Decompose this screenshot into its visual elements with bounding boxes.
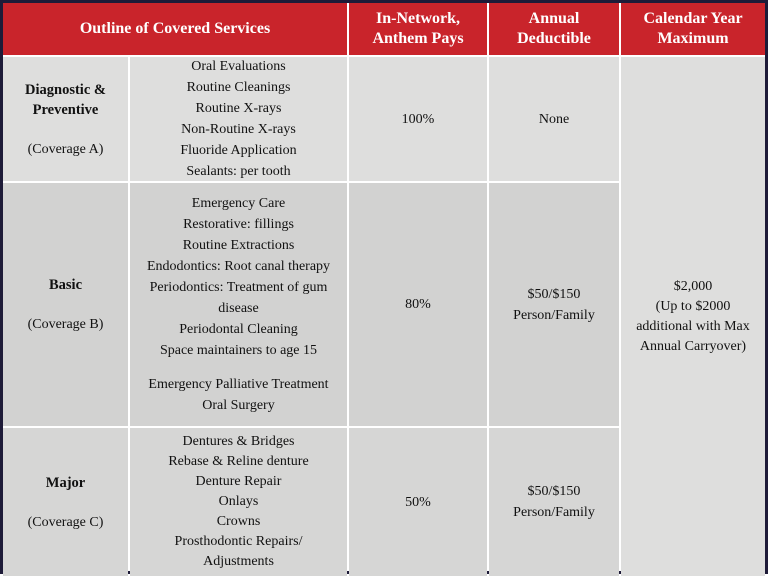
coverage-label: (Coverage A) xyxy=(27,141,104,157)
deductible-value-diagnostic: None xyxy=(489,57,619,181)
service-item: Dentures & Bridges xyxy=(182,434,295,449)
service-item: Crowns xyxy=(216,514,261,529)
service-item: Emergency Palliative Treatment xyxy=(148,377,329,392)
deductible-value: None xyxy=(538,111,570,127)
service-item: Oral Evaluations xyxy=(191,59,286,74)
category-cell-basic: Basic (Coverage B) xyxy=(3,183,128,426)
header-outline-of-covered-services: Outline of Covered Services xyxy=(3,3,347,55)
deductible-value-major: $50/$150 Person/Family xyxy=(489,428,619,576)
deductible-value: $50/$150 Person/Family xyxy=(513,286,595,323)
service-item: Sealants: per tooth xyxy=(186,164,291,179)
service-item: Rebase & Reline denture xyxy=(168,454,309,469)
service-item: Routine X-rays xyxy=(195,101,282,116)
service-item: Periodontal Cleaning xyxy=(179,322,298,337)
calendar-year-maximum-cell: $2,000 (Up to $2000 additional with Max … xyxy=(621,57,765,576)
service-item: Endodontics: Root canal therapy xyxy=(146,259,331,274)
service-item: Oral Surgery xyxy=(202,398,275,413)
calendar-max-note: (Up to $2000 additional with Max Annual … xyxy=(636,298,750,354)
in-network-value-major: 50% xyxy=(349,428,487,576)
in-network-value-diagnostic: 100% xyxy=(349,57,487,181)
category-cell-diagnostic-preventive: Diagnostic & Preventive (Coverage A) xyxy=(3,57,128,181)
services-list-basic: Emergency Care Restorative: fillings Routi… xyxy=(130,183,347,426)
service-item: Emergency Care xyxy=(191,196,286,211)
services-list-diagnostic: Oral Evaluations Routine Cleanings Routine… xyxy=(130,57,347,181)
service-item: Periodontics: Treatment of gum disease xyxy=(149,280,328,316)
coverage-label: (Coverage C) xyxy=(27,514,104,530)
service-item: Prosthodontic Repairs/ Adjustments xyxy=(174,534,303,569)
coverage-label: (Coverage B) xyxy=(27,317,104,332)
service-item: Routine Extractions xyxy=(182,238,295,253)
percent-value: 100% xyxy=(401,111,435,127)
service-item: Non-Routine X-rays xyxy=(181,122,296,137)
category-name: Diagnostic & Preventive xyxy=(25,81,106,118)
service-item: Space maintainers to age 15 xyxy=(159,343,318,358)
service-item: Fluoride Application xyxy=(180,143,297,158)
service-item: Routine Cleanings xyxy=(186,80,291,95)
category-name: Basic xyxy=(48,277,83,293)
header-calendar-year-maximum: Calendar Year Maximum xyxy=(621,3,765,55)
header-in-network-anthem-pays: In-Network, Anthem Pays xyxy=(349,3,487,55)
deductible-value-basic: $50/$150 Person/Family xyxy=(489,183,619,426)
percent-value: 80% xyxy=(405,297,431,312)
service-item: Restorative: fillings xyxy=(183,217,294,232)
percent-value: 50% xyxy=(405,494,431,510)
deductible-value: $50/$150 Person/Family xyxy=(513,484,595,520)
service-item: Denture Repair xyxy=(195,474,282,489)
calendar-max-amount: $2,000 xyxy=(673,278,713,294)
in-network-value-basic: 80% xyxy=(349,183,487,426)
header-annual-deductible: Annual Deductible xyxy=(489,3,619,55)
services-list-major: Dentures & Bridges Rebase & Reline dentur… xyxy=(130,428,347,576)
category-cell-major: Major (Coverage C) xyxy=(3,428,128,576)
category-name: Major xyxy=(45,474,86,491)
service-item: Onlays xyxy=(218,494,259,509)
